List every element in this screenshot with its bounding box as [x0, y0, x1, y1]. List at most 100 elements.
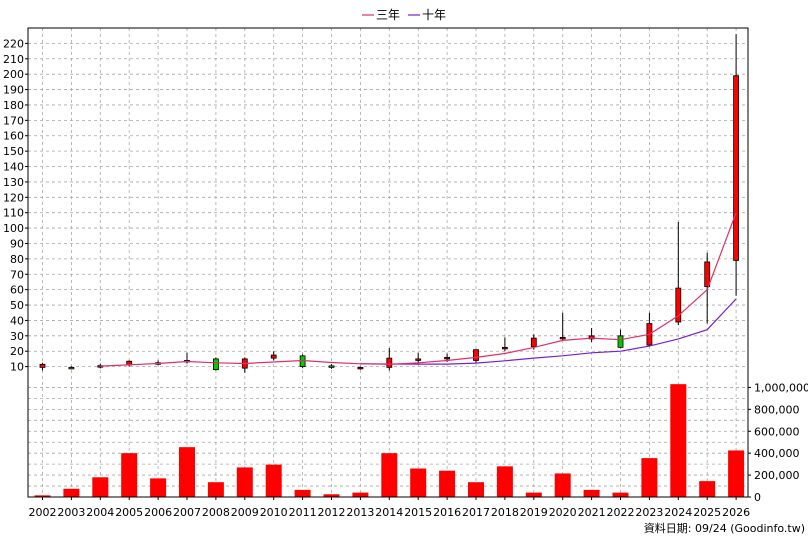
volume-bar [410, 468, 427, 497]
volume-bar [439, 470, 456, 497]
volume-bar [670, 384, 687, 497]
source-note: 資料日期: 09/24 (Goodinfo.tw) [644, 521, 805, 535]
price-tick-label: 140 [3, 161, 24, 174]
x-tick-label: 2025 [693, 506, 721, 519]
volume-tick-label: 600,000 [754, 425, 800, 438]
candle-body [501, 346, 508, 350]
x-tick-label: 2006 [144, 506, 172, 519]
candle-body [212, 358, 219, 371]
candle [155, 360, 162, 366]
candle [270, 351, 277, 361]
x-tick-label: 2003 [57, 506, 85, 519]
x-tick-label: 2012 [318, 506, 346, 519]
volume-bar [236, 467, 253, 497]
volume-bar [207, 482, 224, 497]
x-tick-label: 2011 [289, 506, 317, 519]
x-tick-label: 2016 [433, 506, 461, 519]
x-tick-label: 2018 [491, 506, 519, 519]
candle-body [270, 354, 277, 359]
candle-body [704, 261, 711, 287]
candle-body [39, 363, 46, 368]
volume-tick-label: 800,000 [754, 403, 800, 416]
x-tick-label: 2004 [86, 506, 114, 519]
legend: 三年 十年 [362, 8, 446, 22]
volume-bar [525, 492, 542, 497]
price-tick-label: 200 [3, 68, 24, 81]
candle [328, 364, 335, 369]
candle-body [357, 366, 364, 370]
candle [241, 357, 248, 373]
volume-bar [352, 492, 369, 497]
volume-bar [641, 458, 658, 497]
price-tick-label: 20 [10, 345, 24, 358]
legend-3yr-label: 三年 [376, 8, 400, 22]
candlesticks [39, 34, 739, 373]
price-tick-label: 110 [3, 207, 24, 220]
volume-bar [496, 466, 513, 497]
price-tick-label: 160 [3, 130, 24, 143]
x-tick-label: 2024 [664, 506, 692, 519]
candle [501, 337, 508, 352]
price-tick-label: 150 [3, 145, 24, 158]
candle [68, 366, 75, 370]
candle [617, 329, 624, 349]
candle [588, 328, 595, 342]
x-tick-label: 2017 [462, 506, 490, 519]
volume-bar [323, 494, 340, 497]
candle-body [617, 335, 624, 348]
candle [559, 312, 566, 341]
candle-body [733, 75, 739, 261]
volume-bar [468, 482, 484, 497]
price-tick-label: 10 [10, 361, 24, 374]
price-tick-label: 100 [3, 222, 24, 235]
volume-bar [612, 492, 629, 497]
price-tick-label: 30 [10, 330, 24, 343]
price-axis: 10 20 30 40 50 60 70 80 90 100 110 120 130 140 150 160 1… [3, 37, 28, 374]
candle-body [415, 358, 422, 361]
x-tick-label: 2009 [231, 506, 259, 519]
volume-bar [554, 473, 571, 497]
candle-body [530, 337, 537, 348]
x-axis: 2002 2003 2004 2005 2006 2007 2008 2009 2010 2011… [29, 497, 750, 519]
candle-body [559, 336, 566, 340]
candle-body [588, 335, 595, 340]
candle [473, 349, 479, 364]
price-tick-label: 180 [3, 99, 24, 112]
price-tick-label: 170 [3, 114, 24, 127]
volume-bar [265, 464, 282, 497]
candle-body [386, 357, 393, 368]
grid [28, 28, 748, 497]
x-tick-label: 2026 [722, 506, 750, 519]
price-tick-label: 90 [10, 237, 24, 250]
candle [357, 366, 364, 370]
volume-tick-label: 200,000 [754, 469, 800, 482]
candle [386, 348, 393, 371]
x-tick-label: 2022 [607, 506, 635, 519]
candle [39, 362, 46, 371]
price-tick-label: 50 [10, 299, 24, 312]
plot-frame [27, 27, 749, 498]
volume-bar [121, 453, 138, 497]
moving-average-lines [100, 212, 737, 367]
x-tick-label: 2021 [578, 506, 606, 519]
price-tick-label: 70 [10, 268, 24, 281]
x-tick-label: 2020 [549, 506, 577, 519]
price-tick-label: 80 [10, 253, 24, 266]
volume-bar [179, 447, 195, 497]
x-tick-label: 2007 [173, 506, 201, 519]
candle [646, 312, 653, 347]
volume-bars [34, 384, 745, 497]
x-tick-label: 2019 [520, 506, 548, 519]
legend-10yr-label: 十年 [422, 8, 446, 22]
x-tick-label: 2002 [29, 506, 57, 519]
price-tick-label: 190 [3, 84, 24, 97]
candle-body [68, 366, 75, 370]
candle-body [444, 356, 451, 360]
x-tick-label: 2015 [404, 506, 432, 519]
ma-3yr-line [100, 212, 737, 367]
x-tick-label: 2014 [375, 506, 403, 519]
candle-body [675, 287, 682, 323]
x-tick-label: 2005 [115, 506, 143, 519]
volume-bar [34, 495, 51, 497]
volume-bar [381, 453, 398, 497]
